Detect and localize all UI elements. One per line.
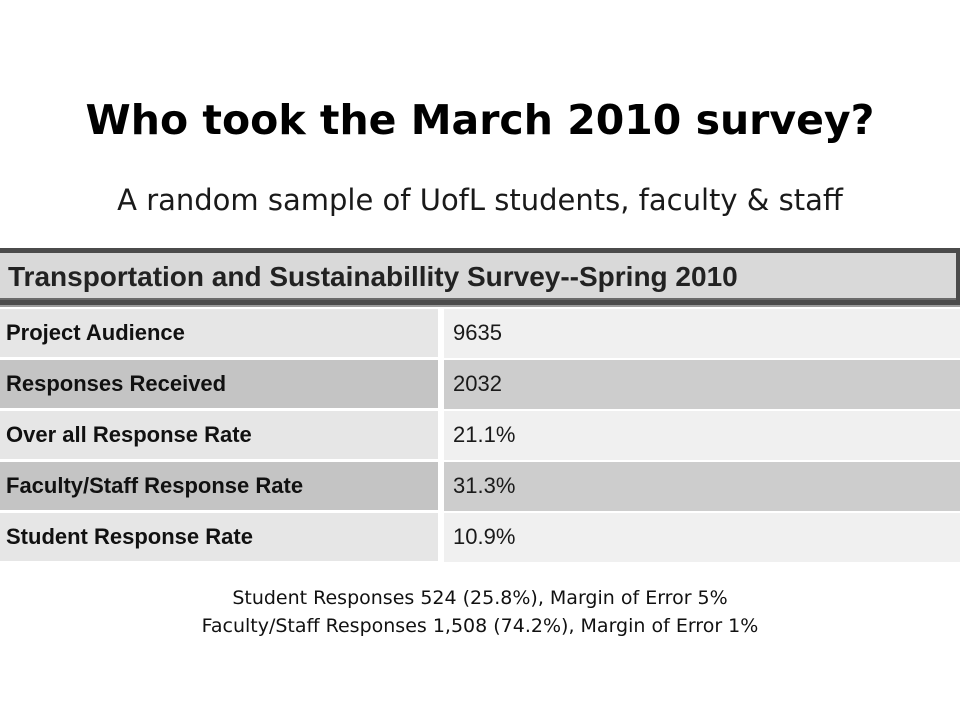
row-label: Over all Response Rate — [6, 422, 252, 447]
row-value-cell: 10.9% — [444, 513, 960, 562]
footnote-student-responses: Student Responses 524 (25.8%), Margin of… — [232, 587, 728, 609]
slide-subtitle: A random sample of UofL students, facult… — [117, 183, 843, 217]
row-label-cell: Responses Received — [0, 360, 438, 409]
row-label-cell: Over all Response Rate — [0, 411, 438, 460]
row-value-cell: 9635 — [444, 309, 960, 358]
row-value-cell: 2032 — [444, 360, 960, 409]
slide-title: Who took the March 2010 survey? — [85, 96, 875, 144]
row-label-cell: Faculty/Staff Response Rate — [0, 462, 438, 511]
table-header: Transportation and Sustainabillity Surve… — [0, 248, 960, 307]
row-label: Faculty/Staff Response Rate — [6, 473, 304, 498]
row-value: 31.3% — [453, 473, 516, 498]
row-label: Responses Received — [6, 371, 227, 396]
row-label-cell: Project Audience — [0, 309, 438, 358]
table-row-project-audience: Project Audience 9635 — [0, 309, 960, 358]
row-value-cell: 21.1% — [444, 411, 960, 460]
row-value: 10.9% — [453, 524, 516, 549]
row-value-cell: 31.3% — [444, 462, 960, 511]
table-row-responses-received: Responses Received 2032 — [0, 360, 960, 409]
row-label-cell: Student Response Rate — [0, 513, 438, 562]
row-label: Student Response Rate — [6, 524, 253, 549]
row-value: 21.1% — [453, 422, 516, 447]
row-value: 9635 — [453, 320, 502, 345]
survey-table: Transportation and Sustainabillity Surve… — [0, 248, 960, 564]
table-row-student-response-rate: Student Response Rate 10.9% — [0, 513, 960, 562]
footnote-faculty-staff-responses: Faculty/Staff Responses 1,508 (74.2%), M… — [201, 615, 759, 637]
table-header-title: Transportation and Sustainabillity Surve… — [8, 261, 738, 292]
table-row-overall-response-rate: Over all Response Rate 21.1% — [0, 411, 960, 460]
table-row-faculty-staff-response-rate: Faculty/Staff Response Rate 31.3% — [0, 462, 960, 511]
table-header-band: Transportation and Sustainabillity Surve… — [0, 253, 956, 300]
row-value: 2032 — [453, 371, 502, 396]
row-label: Project Audience — [6, 320, 185, 345]
